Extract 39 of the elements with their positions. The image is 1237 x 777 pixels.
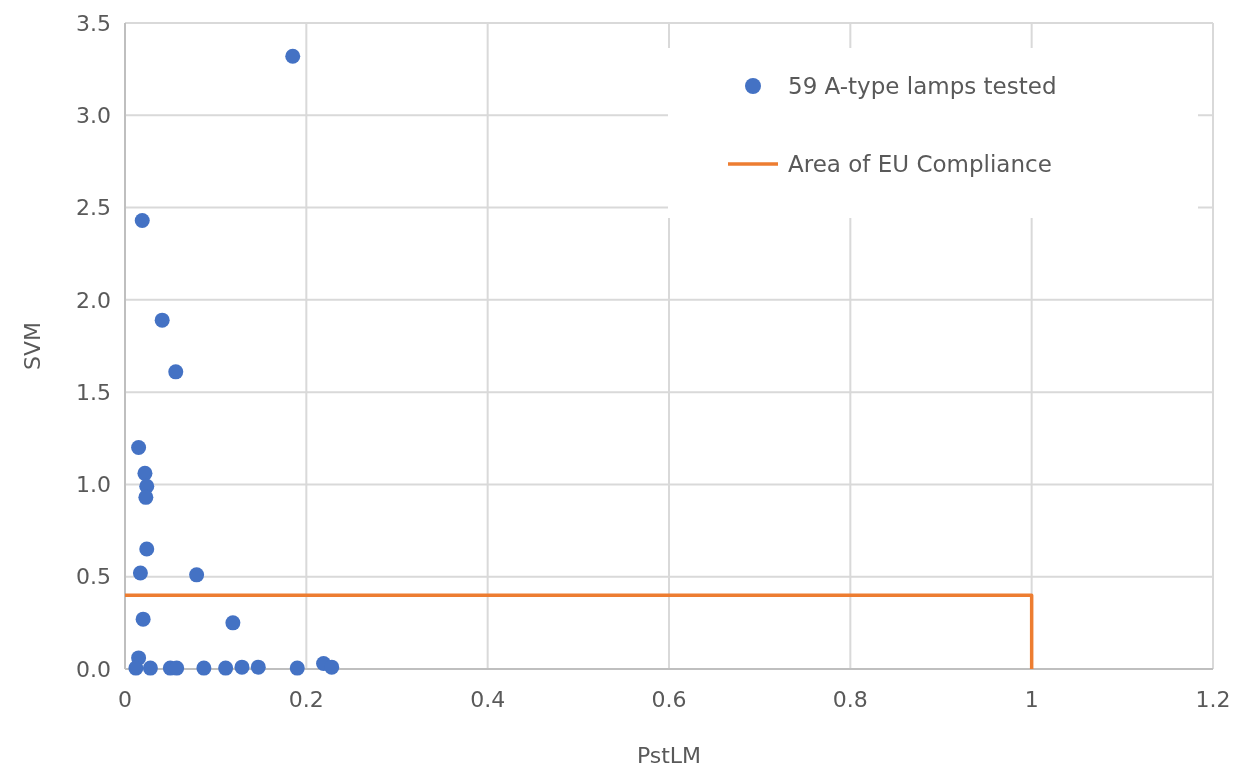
point: [189, 567, 205, 583]
point: [135, 611, 151, 627]
point: [218, 660, 234, 676]
x-tick-label: 0.6: [651, 687, 687, 712]
legend-label: Area of EU Compliance: [788, 151, 1052, 178]
point: [289, 660, 305, 676]
y-tick-label: 0.5: [76, 564, 111, 590]
point: [234, 659, 250, 675]
point: [168, 364, 184, 380]
point: [137, 465, 153, 481]
y-tick-label: 2.0: [76, 287, 111, 313]
point: [131, 440, 147, 456]
x-axis-title: PstLM: [636, 743, 702, 768]
x-tick-label: 0.2: [288, 687, 324, 712]
point: [128, 660, 144, 676]
x-tick-label: 0: [118, 687, 132, 712]
y-tick-label: 2.5: [76, 195, 111, 221]
y-axis-title: SVM: [20, 322, 45, 370]
point: [285, 48, 301, 64]
x-tick-label: 0.4: [470, 687, 506, 712]
y-tick-label: 3.5: [76, 10, 111, 36]
point: [132, 565, 148, 581]
y-tick-label: 1.0: [76, 472, 111, 498]
point: [134, 212, 150, 228]
x-tick-label: 0.8: [832, 687, 868, 712]
legend-label: 59 A-type lamps tested: [788, 73, 1057, 100]
point: [225, 615, 241, 631]
point: [138, 489, 154, 505]
y-tick-label: 0.0: [76, 656, 111, 682]
y-tick-label: 3.0: [76, 102, 111, 128]
point: [142, 660, 158, 676]
point: [250, 659, 266, 675]
point: [324, 659, 340, 675]
point: [139, 541, 155, 557]
point: [196, 660, 212, 676]
x-tick-label: 1: [1024, 687, 1039, 712]
x-tick-label: 1.2: [1195, 687, 1231, 712]
point: [154, 312, 170, 328]
y-tick-label: 1.5: [76, 379, 111, 405]
